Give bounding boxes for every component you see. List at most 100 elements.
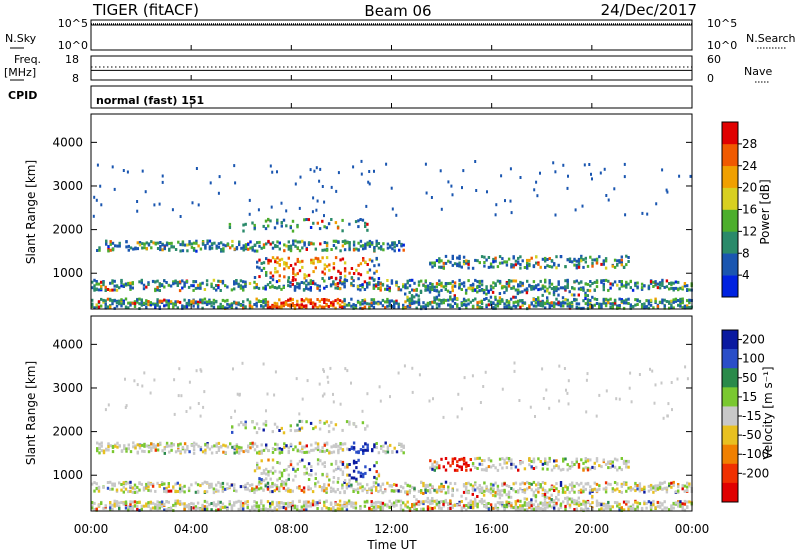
heatmap-cell — [330, 420, 333, 424]
heatmap-cell — [235, 450, 239, 454]
heatmap-cell — [496, 492, 499, 496]
heatmap-cell — [127, 505, 130, 509]
heatmap-cell — [444, 261, 448, 265]
heatmap-cell — [393, 504, 396, 508]
heatmap-cell — [265, 472, 268, 476]
heatmap-cell — [616, 263, 619, 267]
heatmap-cell — [379, 288, 382, 292]
heatmap-cell — [217, 284, 220, 288]
heatmap-cell — [185, 305, 189, 309]
heatmap-cell — [298, 249, 302, 253]
heatmap-cell — [265, 477, 268, 481]
heatmap-cell — [319, 449, 322, 453]
heatmap-cell — [455, 297, 459, 300]
heatmap-cell — [649, 298, 653, 302]
heatmap-cell — [212, 503, 216, 507]
heatmap-cell — [282, 506, 285, 509]
heatmap-cell — [393, 249, 396, 253]
heatmap-cell — [517, 288, 520, 292]
heatmap-cell — [205, 279, 209, 283]
heatmap-cell — [291, 278, 294, 282]
heatmap-cell — [258, 266, 261, 270]
heatmap-cell — [377, 246, 381, 250]
heatmap-cell — [429, 288, 432, 292]
heatmap-cell — [449, 303, 452, 307]
heatmap-cell — [566, 486, 569, 490]
heatmap-cell — [544, 259, 547, 263]
heatmap-cell — [206, 443, 209, 447]
heatmap-cell — [271, 471, 275, 475]
heatmap-cell — [661, 168, 664, 172]
heatmap-cell — [305, 471, 308, 475]
heatmap-cell — [406, 286, 409, 290]
heatmap-cell — [408, 291, 411, 294]
heatmap-cell — [382, 449, 385, 453]
heatmap-cell — [378, 385, 381, 389]
heatmap-cell — [199, 282, 202, 286]
heatmap-cell — [222, 249, 225, 253]
heatmap-cell — [133, 300, 137, 304]
heatmap-cell — [686, 306, 689, 310]
heatmap-cell — [474, 278, 477, 282]
heatmap-cell — [267, 258, 270, 262]
heatmap-cell — [386, 304, 389, 308]
heatmap-cell — [609, 460, 612, 463]
heatmap-cell — [346, 465, 349, 469]
heatmap-cell — [150, 448, 153, 452]
heatmap-cell — [526, 266, 529, 270]
heatmap-cell — [178, 289, 182, 293]
heatmap-cell — [492, 464, 495, 467]
heatmap-cell — [359, 507, 362, 510]
heatmap-cell — [233, 447, 236, 451]
heatmap-cell — [375, 256, 378, 260]
heatmap-cell — [203, 301, 207, 305]
heatmap-cell — [341, 462, 345, 466]
heatmap-cell — [471, 500, 475, 504]
heatmap-cell — [500, 286, 504, 290]
heatmap-cell — [192, 247, 196, 250]
heatmap-cell — [628, 386, 631, 390]
heatmap-cell — [622, 306, 626, 310]
heatmap-cell — [320, 305, 324, 309]
heatmap-cell — [356, 482, 360, 486]
heatmap-cell — [318, 427, 322, 431]
heatmap-cell — [483, 504, 486, 508]
heatmap-cell — [388, 301, 391, 305]
heatmap-cell — [363, 280, 367, 284]
heatmap-cell — [501, 504, 504, 508]
heatmap-cell — [512, 256, 515, 260]
heatmap-cell — [634, 303, 637, 307]
heatmap-cell — [489, 303, 493, 306]
heatmap-cell — [163, 447, 166, 451]
heatmap-cell — [247, 445, 250, 449]
heatmap-cell — [183, 281, 186, 285]
heatmap-cell — [267, 261, 270, 265]
heatmap-cell — [282, 501, 285, 505]
heatmap-cell — [235, 444, 239, 448]
heatmap-cell — [187, 285, 191, 289]
heatmap-cell — [589, 299, 592, 302]
heatmap-cell — [296, 285, 299, 289]
heatmap-cell — [158, 282, 161, 286]
heatmap-cell — [235, 306, 238, 310]
heatmap-cell — [343, 465, 347, 469]
heatmap-cell — [656, 484, 660, 488]
heatmap-cell — [537, 457, 540, 461]
heatmap-cell — [410, 302, 414, 305]
heatmap-cell — [613, 481, 617, 484]
heatmap-cell — [532, 480, 536, 484]
noise-left-tick-high: 10^5 — [58, 17, 88, 30]
heatmap-cell — [408, 284, 412, 288]
heatmap-cell — [584, 294, 587, 297]
heatmap-cell — [395, 450, 399, 454]
heatmap-cell — [282, 304, 285, 308]
heatmap-cell — [373, 249, 376, 253]
heatmap-cell — [440, 457, 443, 461]
heatmap-cell — [562, 467, 565, 471]
heatmap-cell — [289, 249, 293, 253]
heatmap-cell — [585, 378, 588, 382]
heatmap-cell — [368, 182, 371, 186]
heatmap-cell — [537, 296, 540, 300]
heatmap-cell — [386, 246, 390, 250]
heatmap-cell — [453, 482, 457, 486]
